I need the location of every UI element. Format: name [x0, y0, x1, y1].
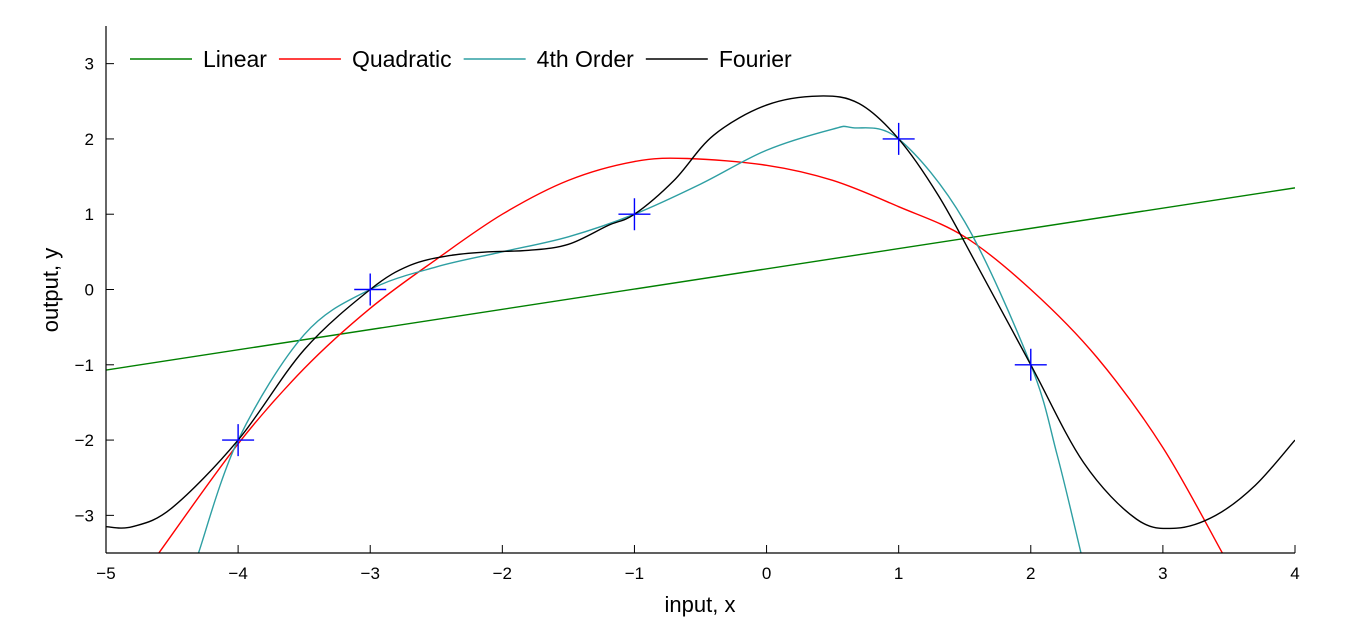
- y-tick-label: 0: [85, 281, 94, 300]
- series-line-linear: [106, 187, 1295, 371]
- x-tick-label: −2: [493, 564, 512, 583]
- data-point-marker-2: [354, 273, 387, 306]
- x-tick-label: −3: [361, 564, 380, 583]
- axis-layer: −5 −4 −3 −2 −1 0 1 2 3 4 −3 −2 −1 0 1 2 3: [75, 26, 1300, 583]
- x-tick-label: 0: [762, 564, 771, 583]
- y-tick-label: −2: [75, 431, 94, 450]
- y-tick-label: 3: [85, 55, 94, 74]
- legend-label-4th-order: 4th Order: [537, 46, 634, 72]
- series-layer: [106, 95, 1295, 553]
- x-tick-label: −4: [228, 564, 247, 583]
- x-tick-label: −5: [96, 564, 115, 583]
- data-point-marker-5: [1014, 348, 1047, 381]
- series-line-4th-order: [197, 125, 1082, 553]
- series-line-quadratic: [158, 157, 1223, 553]
- x-axis-label: input, x: [665, 592, 736, 617]
- legend-label-quadratic: Quadratic: [352, 46, 452, 72]
- x-tick-label: 3: [1158, 564, 1167, 583]
- x-tick-label: −1: [625, 564, 644, 583]
- y-tick-label: −3: [75, 506, 94, 525]
- x-tick-label: 4: [1290, 564, 1299, 583]
- data-point-marker-1: [222, 424, 255, 457]
- legend-label-fourier: Fourier: [719, 46, 792, 72]
- x-tick-label: 2: [1026, 564, 1035, 583]
- y-tick-label: 2: [85, 130, 94, 149]
- series-line-fourier: [106, 95, 1295, 530]
- legend-label-linear: Linear: [203, 46, 267, 72]
- y-tick-label: 1: [85, 205, 94, 224]
- legend: Linear Quadratic 4th Order Fourier: [130, 46, 792, 72]
- marker-layer: [222, 122, 1047, 457]
- y-tick-label: −1: [75, 356, 94, 375]
- plot-area: [106, 26, 1295, 553]
- x-tick-label: 1: [894, 564, 903, 583]
- y-axis-label: output, y: [38, 248, 63, 332]
- data-point-marker-3: [618, 198, 651, 231]
- data-point-marker-4: [882, 122, 915, 155]
